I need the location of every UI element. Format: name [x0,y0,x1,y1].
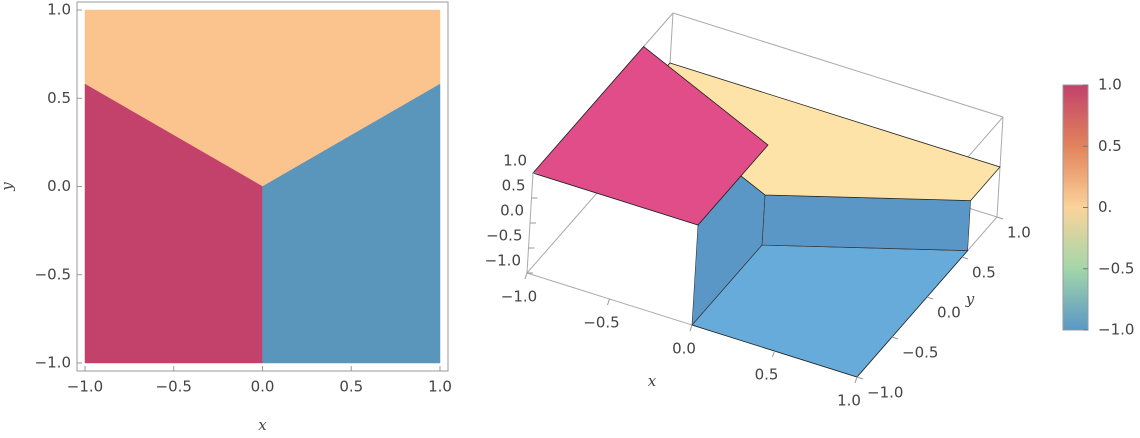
x-tick-label: −0.5 [156,378,192,396]
x-tick-label: 1.0 [837,392,861,410]
x-tick-label: 0.5 [755,366,779,384]
x-tick [689,324,693,332]
x-tick [772,350,775,358]
y-axis-label: y [965,290,975,308]
colorbar-tick-label: 0. [1098,198,1112,216]
y-tick-label: −1.0 [35,354,71,372]
z-tick-label: 0.5 [502,177,526,195]
x-tick-label: 0.5 [339,378,363,396]
x-tick [607,298,610,306]
x-tick-label: 0.0 [672,340,696,358]
colorbar-tick-label: −0.5 [1098,259,1134,277]
y-axis-label: y [0,182,16,192]
colorbar-tick-label: −1.0 [1098,321,1134,339]
z-tick-label: −1.0 [485,252,521,270]
surface-patch [532,46,769,226]
y-tick-label: 0.0 [937,304,961,322]
colorbar-tick-label: 1.0 [1098,76,1122,94]
box-edge [672,12,1004,118]
x-axis-label: x [258,416,267,434]
x-tick-label: 0.0 [251,378,275,396]
x-tick-label: −0.5 [583,314,619,332]
y-tick-label: 0.0 [47,177,71,195]
x-tick-label: −1.0 [67,378,103,396]
region [262,83,441,364]
z-tick-label: −0.5 [486,227,522,245]
y-tick [926,296,934,300]
y-tick-label: 0.5 [47,89,71,107]
x-tick-label: 1.0 [428,378,452,396]
colorbar-tick-label: 0.5 [1098,137,1122,155]
y-tick [996,216,1004,220]
y-tick-label: 0.5 [972,264,996,282]
z-tick-label: 1.0 [503,152,527,170]
y-tick [856,376,864,380]
x-tick [854,376,858,384]
x-tick [524,272,528,280]
x-axis-label: x [648,372,657,390]
transition-wall [761,194,971,251]
y-tick [891,336,899,340]
x-tick-label: −1.0 [501,288,537,306]
y-tick-label: 1.0 [47,1,71,19]
z-tick-label: 0.0 [500,202,524,220]
y-tick-label: 1.0 [1007,224,1031,242]
y-tick-label: −0.5 [902,344,938,362]
y-tick [961,256,969,260]
y-tick-label: −1.0 [867,384,903,402]
y-tick-label: −0.5 [35,265,71,283]
